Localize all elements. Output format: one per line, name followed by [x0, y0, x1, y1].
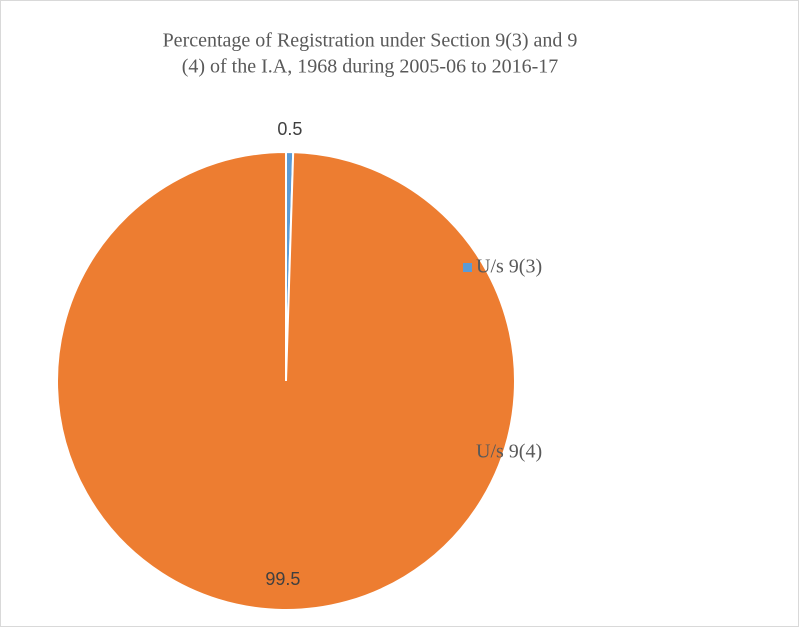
- legend-swatch: [463, 448, 472, 457]
- data-label: 0.5: [277, 119, 302, 139]
- legend-label: U/s 9(4): [476, 441, 542, 463]
- pie-slice: [56, 150, 516, 611]
- legend-label: U/s 9(3): [476, 256, 542, 278]
- chart-title: (4) of the I.A, 1968 during 2005-06 to 2…: [182, 56, 559, 78]
- data-label: 99.5: [265, 569, 300, 589]
- legend-swatch: [463, 263, 472, 272]
- chart-title: Percentage of Registration under Section…: [163, 30, 578, 52]
